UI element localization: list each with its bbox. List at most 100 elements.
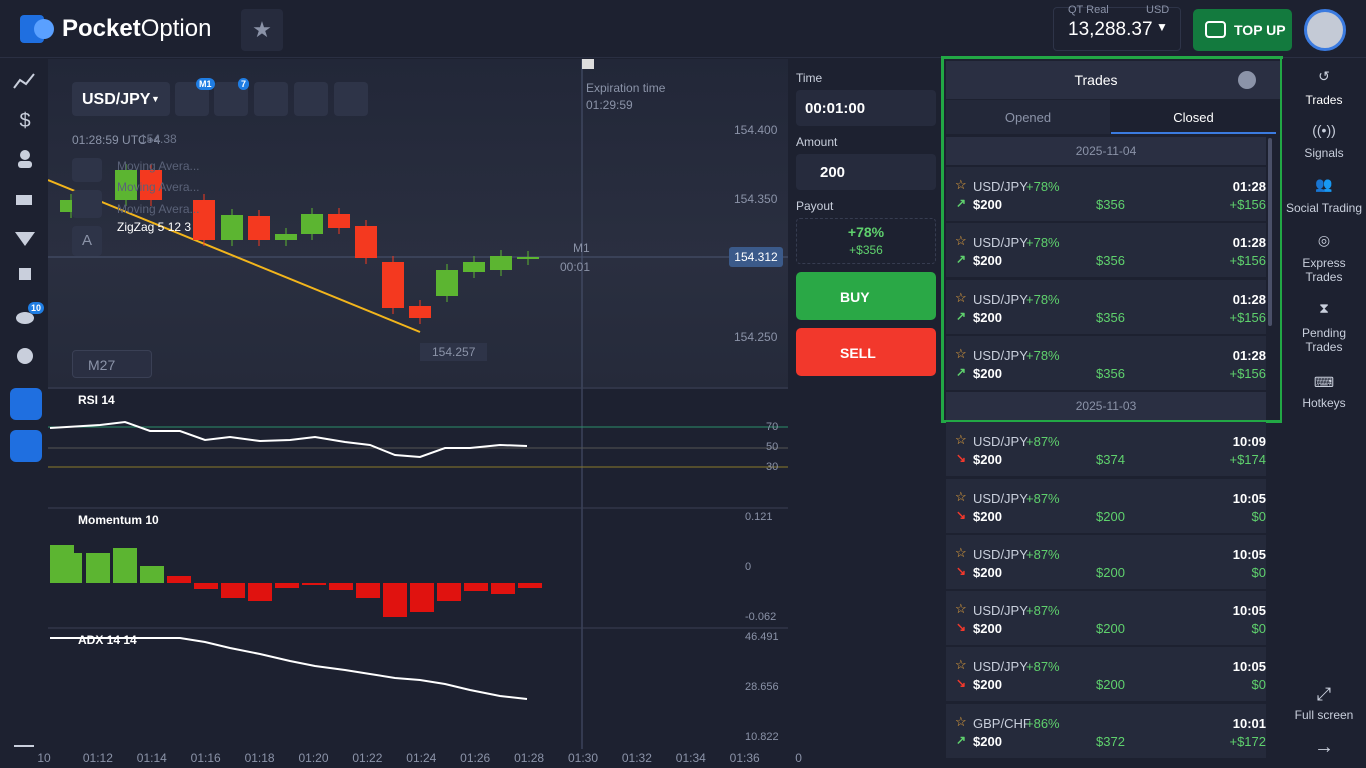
direction-arrow: ↗ bbox=[956, 308, 967, 323]
candle bbox=[221, 215, 243, 240]
indicator-label: Moving Avera... bbox=[117, 159, 200, 173]
trade-return: $200 bbox=[1096, 677, 1125, 693]
star: ☆ bbox=[955, 713, 967, 729]
time-input[interactable] bbox=[796, 90, 936, 126]
indicator-level: 10.822 bbox=[745, 731, 779, 743]
nav-icon: ⌨ bbox=[1313, 374, 1335, 390]
indicator-label: Moving Avera... bbox=[117, 180, 200, 194]
trade-time: 01:28 bbox=[1232, 291, 1266, 307]
indicator-level: 28.656 bbox=[745, 681, 779, 693]
time-axis-label: 01:18 bbox=[244, 751, 275, 765]
trade-row[interactable] bbox=[946, 534, 1266, 589]
star: ☆ bbox=[955, 345, 967, 361]
trade-profit: +$156 bbox=[1229, 365, 1266, 381]
star: ☆ bbox=[955, 177, 967, 192]
account-switcher[interactable] bbox=[1053, 7, 1181, 51]
trade-return: $356 bbox=[1096, 253, 1125, 269]
price-tag: 154.38 bbox=[140, 132, 177, 146]
timeframe-selector[interactable] bbox=[72, 350, 152, 378]
direction-arrow: ↘ bbox=[956, 676, 967, 691]
momentum-bar bbox=[167, 576, 191, 583]
favorites-button[interactable]: ★ bbox=[241, 9, 283, 51]
momentum-bar bbox=[275, 583, 299, 588]
collapse-button[interactable] bbox=[72, 158, 102, 182]
momentum-bar bbox=[302, 583, 326, 585]
nav-icon: ((•)) bbox=[1312, 122, 1336, 138]
nav-icon: ⧗ bbox=[1319, 300, 1329, 316]
momentum-bar bbox=[113, 548, 137, 583]
amount-value: 200 bbox=[820, 164, 846, 181]
nav-item[interactable]: Signals bbox=[1304, 146, 1344, 160]
trades-menu[interactable] bbox=[1238, 71, 1256, 89]
trade-row[interactable] bbox=[946, 647, 1266, 702]
star: ☆ bbox=[955, 233, 967, 249]
indicator-level: 0.121 bbox=[745, 511, 773, 523]
account-type: QT Real bbox=[1068, 4, 1109, 16]
trade-amount: $200 bbox=[973, 309, 1002, 325]
trade-payout: +78% bbox=[1026, 235, 1060, 251]
buy-label: BUY bbox=[840, 289, 870, 305]
candle bbox=[409, 306, 431, 318]
caret: ▼ bbox=[151, 94, 160, 104]
avatar[interactable] bbox=[1304, 9, 1346, 51]
trade-time: 10:01 bbox=[1232, 715, 1266, 731]
date-header bbox=[946, 392, 1266, 421]
more-button[interactable] bbox=[294, 82, 328, 116]
nav-icon: ↺ bbox=[1318, 68, 1330, 84]
trade-asset: USD/JPY bbox=[973, 235, 1028, 251]
nav-item[interactable]: Express Trades bbox=[1302, 256, 1346, 284]
nav-item[interactable]: Social Trading bbox=[1285, 201, 1363, 215]
drawing-button[interactable] bbox=[254, 82, 288, 116]
trade-row[interactable] bbox=[946, 167, 1266, 221]
trade-return: $356 bbox=[1096, 309, 1125, 325]
trade-row[interactable] bbox=[946, 478, 1266, 533]
buy-button[interactable] bbox=[796, 272, 936, 320]
trade-row[interactable] bbox=[946, 335, 1266, 390]
asset-selector[interactable] bbox=[72, 82, 170, 116]
nav-item[interactable]: Hotkeys bbox=[1302, 396, 1346, 410]
trade-time: 10:05 bbox=[1232, 490, 1266, 506]
time-axis-label: 01:36 bbox=[729, 751, 760, 765]
trade-time: 01:28 bbox=[1232, 347, 1266, 363]
tab-opened[interactable] bbox=[946, 100, 1110, 134]
sell-button[interactable] bbox=[796, 328, 936, 376]
drawing-label[interactable]: A bbox=[72, 226, 102, 256]
tab-closed[interactable] bbox=[1111, 100, 1276, 134]
time-axis-label: 01:22 bbox=[352, 751, 383, 765]
currency: USD bbox=[1146, 4, 1170, 16]
amount-input[interactable] bbox=[796, 154, 936, 190]
trade-row[interactable] bbox=[946, 422, 1266, 477]
indicator-label: ZigZag 5 12 3 bbox=[117, 220, 192, 234]
badge: M1 bbox=[196, 78, 215, 90]
nav-item[interactable]: Trades bbox=[1305, 93, 1343, 107]
chart-area bbox=[48, 59, 788, 389]
full-screen[interactable]: Full screen bbox=[1294, 708, 1354, 722]
trade-row[interactable] bbox=[946, 223, 1266, 278]
momentum-bar bbox=[410, 583, 434, 612]
clock: 01:28:59 UTC+4 bbox=[72, 133, 161, 147]
trade-payout: +87% bbox=[1026, 434, 1060, 450]
trade-row[interactable] bbox=[946, 279, 1266, 334]
brand-rest: Option bbox=[140, 15, 212, 42]
wallet-icon bbox=[1205, 21, 1226, 38]
trade-row[interactable] bbox=[946, 591, 1266, 646]
balance: 13,288.37 bbox=[1068, 19, 1153, 40]
nav-item[interactable]: Pending Trades bbox=[1301, 326, 1347, 354]
tab-label: Closed bbox=[1173, 110, 1214, 125]
trade-payout: +87% bbox=[1026, 659, 1060, 675]
star: ☆ bbox=[955, 601, 967, 617]
sort-button[interactable] bbox=[72, 190, 102, 218]
time-value: 00:01:00 bbox=[805, 100, 866, 117]
star: ☆ bbox=[955, 657, 967, 673]
payout-percent: +78% bbox=[847, 224, 885, 240]
brand: PocketOption bbox=[62, 15, 211, 43]
time-label: Time bbox=[796, 71, 823, 85]
trade-return: $200 bbox=[1096, 621, 1125, 637]
chart-plot bbox=[48, 59, 788, 749]
trade-asset: USD/JPY bbox=[973, 659, 1028, 675]
direction-arrow: ↘ bbox=[956, 451, 967, 466]
trade-row[interactable] bbox=[946, 703, 1266, 758]
top-up-button[interactable] bbox=[1193, 9, 1292, 51]
layout-button[interactable] bbox=[334, 82, 368, 116]
candle bbox=[115, 170, 137, 200]
